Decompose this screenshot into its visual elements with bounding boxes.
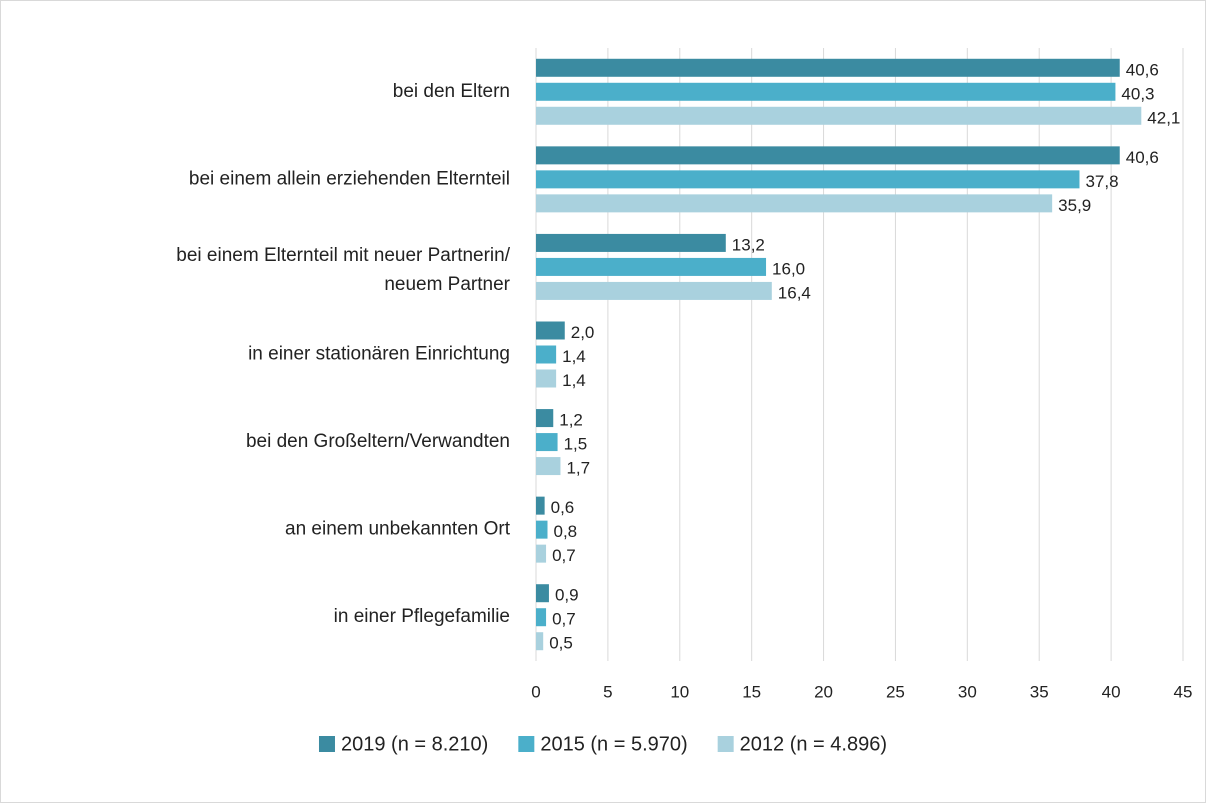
bar <box>536 433 558 452</box>
x-tick-label: 10 <box>670 682 689 701</box>
value-label: 2,0 <box>571 323 595 342</box>
value-label: 1,4 <box>562 371 586 390</box>
legend-label: 2019 (n = 8.210) <box>341 733 488 755</box>
bar <box>536 233 726 252</box>
bar <box>536 369 557 388</box>
category-label: bei den Großeltern/Verwandten <box>246 431 510 452</box>
x-tick-label: 40 <box>1102 682 1121 701</box>
bar <box>536 520 548 539</box>
legend-swatch <box>717 736 734 752</box>
legend-swatch <box>518 736 535 752</box>
bar <box>536 457 561 476</box>
legend-swatch <box>318 736 335 752</box>
x-tick-label: 30 <box>958 682 977 701</box>
bar <box>536 345 557 364</box>
category-label: in einer stationären Einrichtung <box>248 344 510 365</box>
value-label: 0,9 <box>555 586 579 605</box>
value-label: 40,6 <box>1126 60 1159 79</box>
value-label: 16,0 <box>772 259 805 278</box>
x-tick-label: 25 <box>886 682 905 701</box>
category-label: bei den Eltern <box>393 81 510 102</box>
legend-label: 2012 (n = 4.896) <box>740 733 887 755</box>
category-label: bei einem Elternteil mit neuer Partnerin… <box>176 245 510 295</box>
category-label: an einem unbekannten Ort <box>285 519 511 540</box>
x-tick-label: 0 <box>531 682 540 701</box>
value-label: 40,6 <box>1126 148 1159 167</box>
value-label: 1,7 <box>566 459 590 478</box>
value-label: 0,7 <box>552 610 576 629</box>
bar <box>536 257 767 276</box>
value-label: 0,5 <box>549 634 573 653</box>
bar <box>536 106 1142 125</box>
bar <box>536 632 544 651</box>
value-label: 37,8 <box>1085 172 1118 191</box>
x-tick-label: 15 <box>742 682 761 701</box>
bar <box>536 544 547 563</box>
value-label: 16,4 <box>778 283 811 302</box>
bar <box>536 58 1120 77</box>
category-label: bei einem allein erziehenden Elternteil <box>189 168 510 189</box>
x-tick-label: 5 <box>603 682 612 701</box>
value-label: 0,8 <box>554 522 578 541</box>
value-label: 1,4 <box>562 347 586 366</box>
x-tick-label: 20 <box>814 682 833 701</box>
bar <box>536 608 547 627</box>
value-label: 0,7 <box>552 546 576 565</box>
bar <box>536 194 1053 213</box>
x-tick-label: 35 <box>1030 682 1049 701</box>
value-label: 1,2 <box>559 411 583 430</box>
value-label: 0,6 <box>551 498 575 517</box>
legend-label: 2015 (n = 5.970) <box>540 733 687 755</box>
x-tick-label: 45 <box>1174 682 1193 701</box>
value-label: 35,9 <box>1058 196 1091 215</box>
value-label: 13,2 <box>732 235 765 254</box>
value-label: 1,5 <box>564 435 588 454</box>
bar <box>536 409 554 428</box>
bar <box>536 321 565 340</box>
bar <box>536 281 772 300</box>
bar <box>536 584 549 603</box>
bar <box>536 170 1080 189</box>
value-label: 42,1 <box>1147 108 1180 127</box>
category-label: in einer Pflegefamilie <box>334 606 510 627</box>
bar <box>536 496 545 515</box>
bar <box>536 146 1120 165</box>
value-label: 40,3 <box>1121 84 1154 103</box>
bar <box>536 82 1116 101</box>
